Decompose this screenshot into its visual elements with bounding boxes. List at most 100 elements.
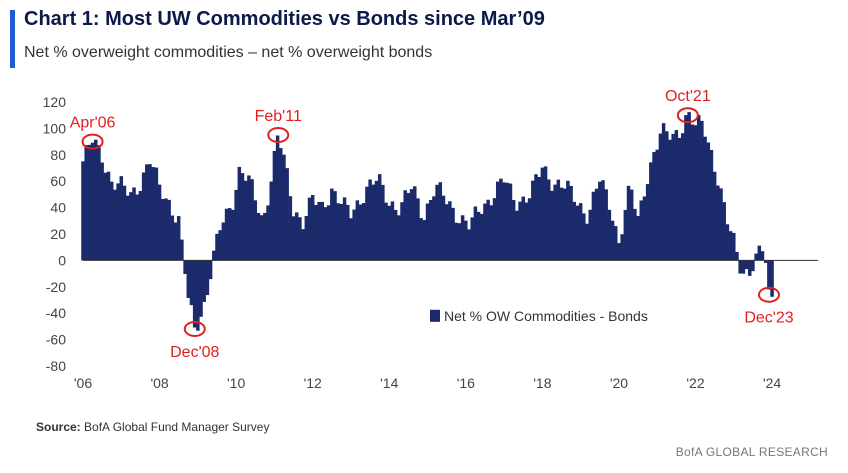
y-tick-label: -60	[46, 332, 66, 348]
data-bar	[562, 188, 567, 261]
data-bar	[285, 168, 289, 261]
source-text: BofA Global Fund Manager Survey	[84, 420, 270, 434]
data-bar	[706, 142, 711, 261]
data-bar	[202, 260, 206, 302]
y-tick-label: -80	[46, 358, 66, 374]
x-tick-label: '14	[380, 375, 398, 391]
data-bar	[448, 201, 452, 261]
data-bar	[116, 183, 120, 261]
data-bar	[170, 215, 175, 261]
data-bar	[218, 230, 222, 261]
data-bar	[703, 136, 707, 261]
data-bar	[180, 239, 184, 261]
data-bar	[333, 191, 337, 261]
data-bar	[307, 197, 312, 261]
data-bar	[138, 190, 143, 261]
data-bar	[122, 185, 127, 261]
data-bar	[94, 139, 98, 261]
data-bar	[323, 207, 328, 261]
data-bar	[256, 212, 261, 261]
data-bar	[212, 250, 216, 261]
data-bar	[304, 216, 309, 261]
data-bar	[413, 186, 417, 261]
data-bar	[639, 200, 644, 261]
y-tick-label: 100	[43, 120, 67, 136]
data-bar	[467, 229, 471, 261]
x-tick-label: '10	[227, 375, 245, 391]
annotation-circle	[183, 321, 206, 338]
data-bar	[534, 174, 538, 261]
data-bar	[614, 226, 618, 261]
data-bar	[326, 205, 331, 261]
data-bar	[377, 174, 382, 261]
annotation-circle	[81, 133, 104, 150]
data-bar	[250, 179, 254, 261]
data-bar	[642, 196, 647, 261]
data-bar	[578, 203, 583, 261]
data-bar	[157, 184, 162, 261]
data-bar	[629, 189, 634, 261]
data-bar	[272, 151, 277, 261]
data-bar	[371, 184, 376, 261]
data-bar	[747, 260, 752, 276]
data-bar	[438, 182, 443, 261]
y-tick-label: 40	[50, 200, 66, 216]
data-bar	[314, 205, 318, 261]
data-bar	[221, 222, 226, 261]
data-bar	[365, 186, 369, 261]
data-bar	[719, 188, 723, 261]
data-bar	[288, 196, 293, 261]
data-bar	[227, 208, 232, 261]
data-bar	[620, 234, 624, 261]
x-tick-label: '06	[74, 375, 92, 391]
data-bar	[559, 187, 564, 261]
data-bar	[508, 183, 513, 261]
data-bar	[757, 245, 762, 261]
data-bar	[81, 161, 85, 261]
x-tick-label: '24	[763, 375, 781, 391]
data-bar	[741, 260, 746, 274]
data-bar	[626, 185, 631, 261]
data-bar	[518, 201, 522, 261]
data-bar	[361, 203, 366, 261]
data-bar	[342, 197, 347, 261]
data-bar	[492, 198, 497, 261]
data-bar	[339, 203, 344, 261]
data-bar	[151, 167, 155, 261]
x-tick-label: '22	[686, 375, 704, 391]
data-bar	[527, 198, 532, 261]
data-bar	[722, 202, 726, 261]
data-bar	[658, 133, 663, 261]
data-bar	[693, 125, 698, 261]
data-bar	[310, 195, 315, 261]
data-bar	[422, 219, 427, 261]
data-bar	[390, 201, 395, 261]
data-bar	[476, 211, 481, 261]
data-bar	[464, 220, 468, 261]
data-bar	[444, 204, 449, 261]
data-bar	[744, 260, 749, 270]
data-bar	[269, 181, 273, 261]
data-bar	[374, 180, 379, 261]
data-bar	[712, 171, 717, 261]
data-bar	[135, 194, 139, 261]
data-bar	[585, 223, 589, 261]
data-bar	[336, 203, 340, 261]
x-tick-label: '16	[457, 375, 475, 391]
source-line: Source: BofA Global Fund Manager Survey	[36, 420, 269, 434]
data-bar	[556, 179, 561, 261]
data-bar	[489, 205, 494, 261]
y-tick-label: -20	[46, 279, 66, 295]
data-bar	[460, 215, 465, 261]
data-bar	[189, 260, 194, 306]
data-bar	[732, 232, 736, 261]
data-bar	[349, 218, 353, 261]
data-bar	[279, 148, 283, 261]
data-bar	[330, 188, 334, 261]
y-tick-label: 0	[58, 252, 66, 268]
data-bar	[109, 181, 114, 261]
data-bar	[470, 217, 474, 261]
data-bar	[588, 209, 592, 261]
data-bar	[598, 181, 602, 261]
data-bar	[387, 205, 391, 261]
